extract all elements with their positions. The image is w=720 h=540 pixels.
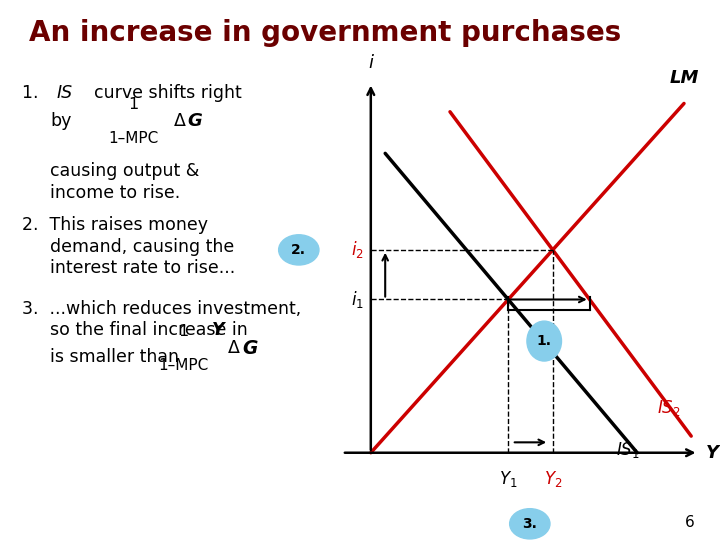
Text: 1: 1 (128, 97, 138, 112)
Text: 2.  This raises money: 2. This raises money (22, 216, 207, 234)
Text: G: G (242, 339, 257, 358)
Text: $i_1$: $i_1$ (351, 289, 364, 310)
Text: demand, causing the: demand, causing the (50, 238, 235, 255)
Text: 1–MPC: 1–MPC (108, 131, 158, 146)
Text: 6: 6 (685, 515, 695, 530)
Text: Y: Y (706, 444, 719, 462)
Text: 1.: 1. (536, 334, 552, 348)
Text: $i_2$: $i_2$ (351, 239, 364, 260)
Text: $IS_2$: $IS_2$ (657, 399, 680, 418)
Text: by: by (50, 112, 72, 131)
Text: LM: LM (670, 69, 699, 87)
Text: 2.: 2. (292, 243, 306, 257)
Text: so the final increase in: so the final increase in (50, 321, 253, 339)
Text: 3.: 3. (523, 517, 537, 531)
Text: 1.: 1. (22, 84, 49, 102)
Text: i: i (369, 55, 373, 72)
Text: 3.  ...which reduces investment,: 3. ...which reduces investment, (22, 300, 301, 318)
Text: $Y_1$: $Y_1$ (499, 469, 518, 489)
Text: Y: Y (212, 321, 225, 339)
Text: $Y_2$: $Y_2$ (544, 469, 562, 489)
Text: $IS_1$: $IS_1$ (616, 440, 639, 460)
Text: causing output &: causing output & (50, 162, 199, 180)
Text: 1–MPC: 1–MPC (158, 358, 209, 373)
Text: An increase in government purchases: An increase in government purchases (29, 19, 621, 47)
Text: curve shifts right: curve shifts right (83, 84, 241, 102)
Text: interest rate to rise...: interest rate to rise... (50, 259, 235, 277)
Text: IS: IS (56, 84, 72, 102)
Text: 1: 1 (179, 324, 189, 339)
Text: income to rise.: income to rise. (50, 184, 181, 201)
Text: is smaller than: is smaller than (50, 348, 179, 366)
Circle shape (527, 321, 562, 361)
Text: Δ: Δ (228, 339, 239, 357)
Text: G: G (187, 112, 202, 131)
Text: Δ: Δ (174, 112, 186, 131)
